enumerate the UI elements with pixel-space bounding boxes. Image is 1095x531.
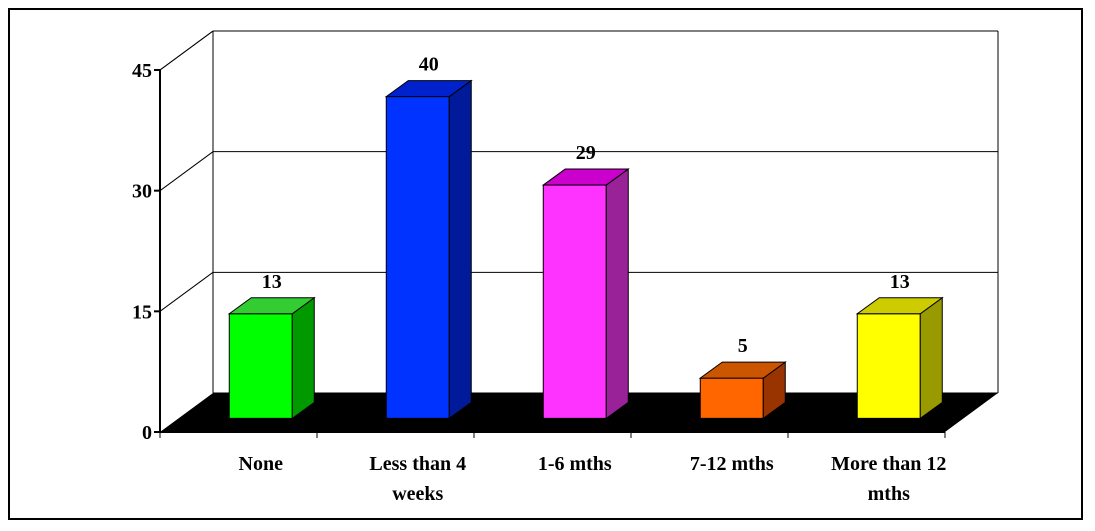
bar-side <box>605 168 629 420</box>
data-label: 29 <box>576 142 596 164</box>
data-label: 13 <box>262 271 282 293</box>
y-tick-label: 0 <box>142 422 152 444</box>
bar-front <box>385 96 450 419</box>
x-tick-label: 7-12 mths <box>690 453 774 475</box>
bar-front <box>542 184 607 419</box>
y-tick-label: 30 <box>132 181 152 203</box>
x-tick-label: None <box>239 453 284 475</box>
data-label: 5 <box>738 335 748 357</box>
bar-front <box>228 313 293 419</box>
y-tick-label: 45 <box>132 60 152 82</box>
bar-side <box>919 296 943 420</box>
side-wall-top-edge <box>159 30 214 71</box>
gridline-side <box>159 151 214 192</box>
x-tick-label: More than 12 <box>831 453 946 475</box>
gridline-side <box>159 271 214 312</box>
x-tick-label: mths <box>868 483 910 505</box>
bar-top <box>384 80 473 98</box>
x-tick-label: 1-6 mths <box>538 453 612 475</box>
bar-front <box>856 313 921 419</box>
data-label: 13 <box>890 271 910 293</box>
data-label: 40 <box>419 54 439 76</box>
bar-side <box>291 296 315 420</box>
bar-top <box>698 361 787 379</box>
x-tick-label: weeks <box>392 483 443 505</box>
bar-top <box>227 297 316 315</box>
bar-front <box>699 377 764 419</box>
bar-top <box>855 297 944 315</box>
bar-top <box>541 168 630 186</box>
bar-side <box>448 79 472 420</box>
y-tick-label: 15 <box>132 301 152 323</box>
x-tick-label: Less than 4 <box>369 453 466 475</box>
